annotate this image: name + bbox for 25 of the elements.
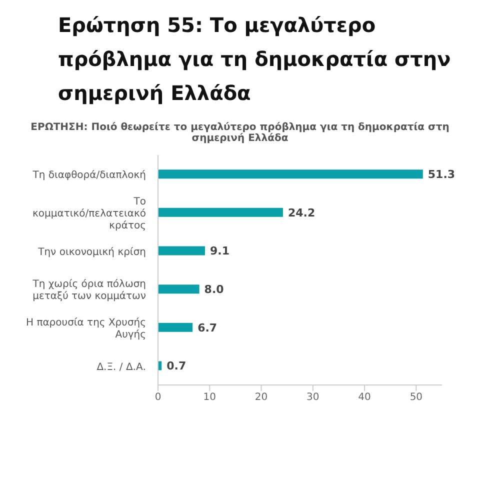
- y-tick-label: Δ.Ξ. / Δ.Α.: [96, 362, 146, 373]
- y-tick-label: Τη διαφθορά/διαπλοκή: [32, 170, 146, 182]
- x-tick-label: 40: [358, 392, 371, 404]
- x-tick-label: 30: [306, 392, 320, 404]
- chart-subtitle: ΕΡΩΤΗΣΗ: Ποιό θεωρείτε το μεγαλύτερο πρόβλημα για τη δημοκρατία στη σημερινή Ελλάδα: [30, 122, 450, 144]
- bar: [158, 170, 423, 179]
- chart-title: Ερώτηση 55: Το μεγαλύτερο πρόβλημα για τη δημοκρατία στην σημερινή Ελλάδα: [58, 12, 452, 107]
- y-tick-label: Την οικονομική κρίση: [37, 246, 146, 258]
- bar: [158, 246, 205, 256]
- x-tick-label: 0: [154, 392, 162, 404]
- data-label: 0.7: [166, 360, 186, 373]
- y-tick-label: Το κομματικό/πελατειακό κράτος: [32, 196, 146, 232]
- bar: [158, 284, 200, 294]
- x-tick-label: 20: [254, 392, 268, 404]
- data-label: 9.1: [210, 244, 230, 258]
- data-label: 6.7: [198, 321, 218, 334]
- y-tick-label: Τη χωρίς όρια πόλωση μεταξύ των κομμάτων: [32, 279, 146, 302]
- x-tick-label: 50: [410, 392, 423, 404]
- x-tick-label: 10: [203, 392, 216, 404]
- bar: [158, 322, 193, 332]
- data-label: 24.2: [288, 206, 316, 220]
- data-label: 51.3: [428, 168, 456, 181]
- data-label: 8.0: [204, 282, 224, 296]
- bar: [158, 208, 283, 217]
- y-tick-label: Η παρουσία της Χρυσής Αυγής: [26, 318, 146, 340]
